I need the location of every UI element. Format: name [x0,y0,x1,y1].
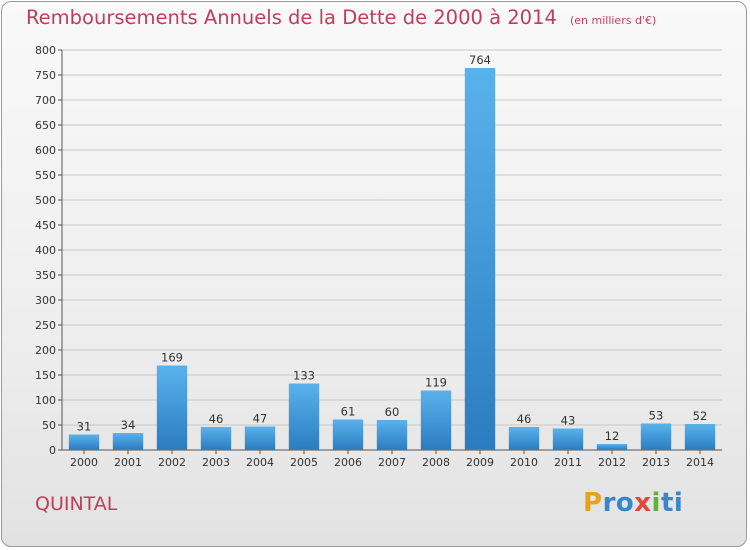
y-tick-label: 650 [35,119,56,132]
bar [508,427,540,450]
bar [552,428,584,450]
bar [200,427,232,450]
y-tick-label: 550 [35,169,56,182]
y-tick-label: 750 [35,69,56,82]
y-tick-labels: 0 50 100 150 200 250 300 350 400 450 500 550 600 650 7… [35,44,56,457]
data-label: 764 [469,53,491,67]
x-tick-label: 2012 [598,456,626,469]
data-label: 119 [425,376,447,390]
bar [112,433,144,450]
x-tick-label: 2002 [158,456,186,469]
y-tick-label: 150 [35,369,56,382]
gridlines [62,49,722,426]
bar [288,383,320,450]
bar [156,365,188,450]
y-tick-label: 100 [35,394,56,407]
data-label: 46 [209,412,224,426]
x-tick-label: 2010 [510,456,538,469]
commune-name: QUINTAL [35,493,118,515]
y-tick-label: 700 [35,94,56,107]
data-label: 53 [649,409,664,423]
bar [332,419,364,450]
y-tick-label: 200 [35,344,56,357]
y-tick-label: 0 [49,444,56,457]
data-label: 46 [517,412,532,426]
bar [376,420,408,450]
y-tick-label: 800 [35,44,56,57]
bar [684,424,716,450]
y-tick-label: 300 [35,294,56,307]
data-label: 60 [385,405,400,419]
x-tick-label: 2007 [378,456,406,469]
bar [640,423,672,450]
x-tick-label: 2009 [466,456,494,469]
data-label: 34 [121,418,136,432]
x-tick-label: 2005 [290,456,318,469]
x-tick-label: 2000 [70,456,98,469]
x-tick-label: 2003 [202,456,230,469]
x-tick-label: 2013 [642,456,670,469]
proxiti-logo: Proxiti [583,488,684,518]
y-tick-label: 350 [35,269,56,282]
x-tick-labels: 2000 2001 2002 2003 2004 2005 2006 2007 2008 2009… [70,456,714,469]
bar [464,68,496,450]
chart-title: Remboursements Annuels de la Dette de 20… [26,6,557,29]
data-label: 12 [605,429,620,443]
data-label: 133 [293,369,315,383]
data-label: 31 [77,420,92,434]
x-tick-label: 2008 [422,456,450,469]
bar [68,434,100,450]
data-labels: 31 34 169 46 47 133 61 60 119 764 46 43 12 53 52 [77,53,708,443]
x-tick-label: 2001 [114,456,142,469]
x-tick-label: 2004 [246,456,274,469]
y-tick-label: 50 [42,419,56,432]
y-tick-label: 400 [35,244,56,257]
bar [596,444,628,450]
y-tick-label: 500 [35,194,56,207]
y-tick-label: 600 [35,144,56,157]
data-label: 169 [161,351,183,365]
x-tick-label: 2006 [334,456,362,469]
data-label: 43 [561,414,576,428]
data-label: 61 [341,405,356,419]
chart-subtitle: (en milliers d'€) [569,14,657,27]
bar [420,390,452,450]
data-label: 47 [253,412,268,426]
y-tick-label: 450 [35,219,56,232]
data-label: 52 [693,409,708,423]
title-row: Remboursements Annuels de la Dette de 20… [26,6,656,29]
x-tick-label: 2011 [554,456,582,469]
x-tick-label: 2014 [686,456,714,469]
bar [244,426,276,450]
bars [68,68,716,450]
y-tick-label: 250 [35,319,56,332]
